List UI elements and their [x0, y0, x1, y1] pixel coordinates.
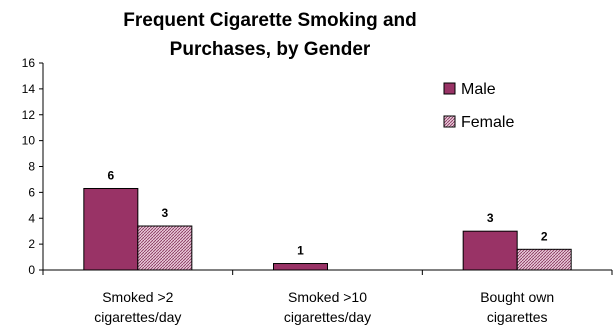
data-labels: 6 1 3 3 2	[107, 168, 547, 257]
legend-label-female: Female	[461, 114, 514, 131]
legend-label-male: Male	[461, 81, 496, 98]
y-tick-label: 16	[22, 56, 36, 70]
bar-male	[273, 263, 328, 271]
category-label: cigarettes	[487, 309, 548, 325]
data-label-female: 2	[541, 229, 548, 243]
data-label-male: 3	[487, 211, 494, 225]
y-tick-label: 2	[28, 237, 35, 251]
category-label: Bought own	[480, 289, 554, 305]
y-tick-label: 8	[28, 160, 35, 174]
bars	[83, 187, 572, 271]
chart-title-line-2: Purchases, by Gender	[169, 39, 371, 60]
y-tick-label: 6	[28, 185, 35, 199]
bar-male	[83, 187, 139, 271]
data-label-male: 1	[297, 244, 304, 258]
bar-female	[137, 225, 193, 271]
data-label-male: 6	[107, 168, 114, 182]
y-tick-label: 12	[22, 108, 36, 122]
bar-male	[462, 230, 518, 271]
chart-title-line-1: Frequent Cigarette Smoking and	[123, 10, 417, 31]
y-tick-label: 14	[22, 82, 36, 96]
legend-swatch-male	[443, 82, 456, 95]
y-tick-label: 10	[22, 134, 36, 148]
category-label: cigarettes/day	[284, 309, 371, 325]
bar-female	[516, 248, 572, 271]
legend-swatch-female	[443, 115, 456, 128]
data-label-female: 3	[161, 206, 168, 220]
category-label: Smoked >2	[102, 289, 173, 305]
legend: Male Female	[443, 81, 514, 131]
category-label: cigarettes/day	[94, 309, 181, 325]
y-tick-label: 4	[28, 211, 35, 225]
chart-title: Frequent Cigarette Smoking and Purchases…	[90, 6, 450, 64]
category-label: Smoked >10	[288, 289, 367, 305]
y-tick-label: 0	[28, 263, 35, 277]
